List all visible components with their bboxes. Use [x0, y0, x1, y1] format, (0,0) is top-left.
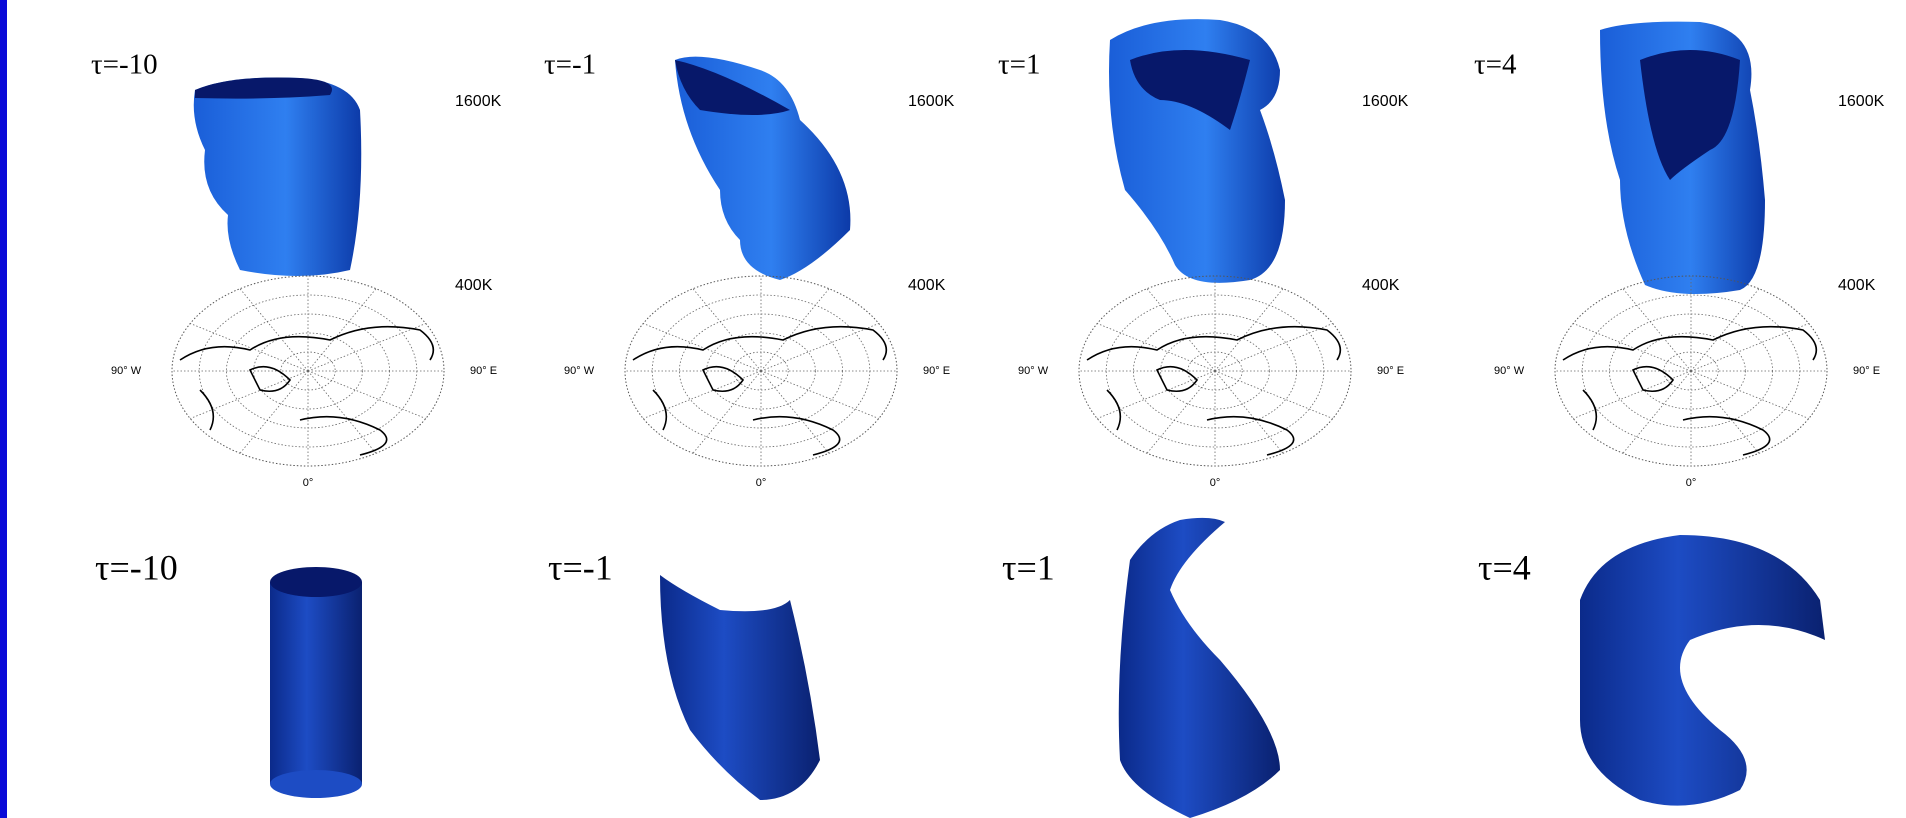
tau-label: τ=4: [1474, 49, 1517, 81]
tau-label: τ=-1: [544, 49, 596, 81]
longitude-label: 90° W: [564, 365, 595, 377]
meridian: [1147, 289, 1215, 371]
meridian: [1215, 371, 1333, 419]
tau-label: τ=1: [1002, 547, 1055, 587]
longitude-label: 90° E: [1853, 365, 1880, 377]
level-label: 400K: [1838, 277, 1876, 294]
figure: τ=-10 1600K 400K 90° W 90° E 0° τ=-1 1600K 400K 9…: [0, 0, 1906, 818]
meridian: [308, 371, 376, 453]
coastline: [180, 327, 433, 455]
longitude-label: 0°: [1210, 477, 1221, 489]
longitude-label: 90° W: [1494, 365, 1525, 377]
longitude-label: 90° E: [923, 365, 950, 377]
vortex-model: [1580, 535, 1825, 806]
vortex-model: [1119, 518, 1280, 818]
meridian: [190, 371, 308, 419]
meridian: [1215, 324, 1333, 372]
meridian: [761, 371, 879, 419]
meridian: [693, 289, 761, 371]
longitude-label: 90° E: [1377, 365, 1404, 377]
meridian: [1147, 371, 1215, 453]
tau-label: τ=-10: [95, 547, 178, 587]
vortex-model-top: [270, 567, 362, 597]
vortex-model: [660, 575, 820, 800]
level-label: 400K: [455, 277, 493, 294]
level-label: 400K: [908, 277, 946, 294]
vortex-model-bottom: [270, 770, 362, 798]
meridian: [308, 289, 376, 371]
meridian: [1215, 371, 1283, 453]
coastline: [633, 327, 886, 455]
meridian: [1573, 324, 1691, 372]
meridian: [761, 289, 829, 371]
meridian: [308, 371, 426, 419]
longitude-label: 90° W: [111, 365, 142, 377]
left-border: [0, 0, 7, 818]
coastline: [1563, 327, 1816, 455]
tau-label: τ=4: [1478, 547, 1531, 587]
meridian: [190, 324, 308, 372]
panel-bottom: τ=1: [1002, 518, 1280, 818]
meridian: [1691, 324, 1809, 372]
meridian: [240, 371, 308, 453]
level-label: 1600K: [455, 93, 502, 110]
level-label: 1600K: [1838, 93, 1885, 110]
vortex-model: [270, 582, 362, 784]
panel-top: τ=-10 1600K 400K 90° W 90° E 0°: [91, 49, 502, 489]
meridian: [240, 289, 308, 371]
level-label: 1600K: [908, 93, 955, 110]
panel-bottom: τ=-1: [548, 547, 820, 800]
panel-top: τ=-1 1600K 400K 90° W 90° E 0°: [544, 49, 955, 489]
meridian: [1691, 371, 1759, 453]
longitude-label: 0°: [1686, 477, 1697, 489]
isosurface-top: [195, 78, 332, 99]
tau-label: τ=-10: [91, 49, 158, 81]
meridian: [1097, 371, 1215, 419]
level-label: 400K: [1362, 277, 1400, 294]
longitude-label: 0°: [303, 477, 314, 489]
meridian: [693, 371, 761, 453]
longitude-label: 0°: [756, 477, 767, 489]
panel-bottom: τ=-10: [95, 547, 362, 798]
meridian: [1691, 371, 1809, 419]
meridian: [761, 324, 879, 372]
panel-top: τ=4 1600K 400K 90° W 90° E 0°: [1474, 22, 1885, 489]
meridian: [643, 324, 761, 372]
meridian: [1573, 371, 1691, 419]
tau-label: τ=1: [998, 49, 1041, 81]
meridian: [1215, 289, 1283, 371]
meridian: [1623, 371, 1691, 453]
meridian: [1691, 289, 1759, 371]
coastline: [1087, 327, 1340, 455]
meridian: [761, 371, 829, 453]
level-label: 1600K: [1362, 93, 1409, 110]
longitude-label: 90° E: [470, 365, 497, 377]
meridian: [1097, 324, 1215, 372]
meridian: [1623, 289, 1691, 371]
meridian: [643, 371, 761, 419]
tau-label: τ=-1: [548, 547, 613, 587]
longitude-label: 90° W: [1018, 365, 1049, 377]
panel-top: τ=1 1600K 400K 90° W 90° E 0°: [998, 19, 1409, 489]
panel-bottom: τ=4: [1478, 535, 1825, 806]
isosurface: [194, 78, 362, 277]
meridian: [308, 324, 426, 372]
